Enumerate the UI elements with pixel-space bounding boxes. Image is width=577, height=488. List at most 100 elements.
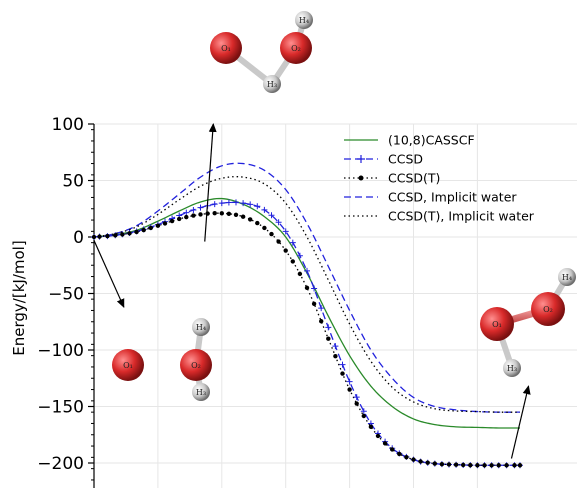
atom-label: O₂	[291, 44, 301, 53]
data-point-marker	[325, 324, 332, 331]
y-tick-label: −50	[48, 285, 84, 305]
data-point-marker	[397, 451, 402, 457]
data-point-marker	[218, 200, 225, 207]
data-point-marker	[183, 209, 190, 216]
data-point-marker	[353, 394, 360, 401]
data-point-marker	[346, 378, 353, 385]
data-point-marker	[411, 457, 416, 462]
data-point-marker	[304, 285, 310, 291]
legend-marker	[357, 155, 365, 163]
data-point-marker	[240, 200, 247, 207]
hydrogen-atom	[263, 75, 281, 93]
atom-label: H₄	[196, 323, 206, 332]
y-tick-label: −150	[37, 398, 84, 418]
data-point-marker	[340, 371, 345, 376]
y-tick-label: −100	[37, 341, 84, 361]
hydrogen-atom	[558, 268, 576, 286]
atom-label: H₃	[196, 388, 206, 397]
atom-label: O₁	[123, 361, 133, 370]
data-point-marker	[205, 211, 210, 216]
product-structure: O₁ O₂ H₄ H₃	[480, 268, 576, 377]
data-point-marker	[113, 233, 118, 238]
data-point-marker	[390, 447, 395, 452]
atom-label: H₃	[507, 364, 517, 373]
data-point-marker	[496, 463, 501, 468]
legend: (10,8)CASSCF CCSD CCSD(T) CCSD, Implicit wa…	[344, 133, 535, 224]
reactant-structure: O₁ O₂ H₄ H₃	[112, 318, 212, 401]
data-point-marker	[290, 259, 295, 264]
data-point-marker	[248, 217, 253, 222]
annotation-arrow	[204, 123, 217, 242]
data-point-marker	[226, 211, 232, 216]
y-tick-label: 100	[52, 115, 84, 135]
data-point-marker	[211, 201, 218, 208]
oxygen-atom	[531, 292, 565, 326]
data-point-marker	[432, 461, 437, 466]
data-point-marker	[190, 206, 197, 213]
grid	[93, 123, 577, 488]
series-line	[93, 176, 520, 413]
legend-label: CCSD	[388, 152, 423, 167]
data-point-marker	[155, 223, 161, 228]
data-point-marker	[262, 225, 267, 231]
data-point-marker	[361, 413, 366, 419]
y-tick-label: 0	[73, 228, 84, 248]
data-point-marker	[134, 229, 139, 235]
data-point-marker	[461, 462, 466, 468]
data-point-marker	[141, 227, 146, 233]
legend-marker	[358, 175, 364, 181]
oxygen-atom	[480, 307, 514, 341]
hydrogen-atom	[192, 318, 210, 336]
data-point-marker	[233, 199, 239, 206]
data-point-marker	[255, 220, 260, 226]
data-point-marker	[282, 228, 289, 235]
series-markers	[91, 199, 523, 469]
data-point-marker	[283, 248, 288, 253]
data-point-marker	[261, 206, 268, 213]
hydrogen-atom	[295, 11, 313, 29]
data-point-marker	[453, 462, 459, 467]
y-axis-title: Energy/[kJ/mol]	[10, 240, 28, 355]
y-tick-label: 50	[62, 172, 84, 192]
data-point-marker	[105, 233, 110, 239]
data-point-marker	[240, 214, 246, 219]
data-point-marker	[191, 213, 196, 218]
y-tick-label: −200	[37, 454, 84, 474]
data-point-marker	[169, 218, 175, 224]
data-point-marker	[332, 343, 339, 350]
data-point-marker	[268, 212, 275, 219]
data-point-marker	[311, 285, 318, 292]
data-point-marker	[326, 336, 331, 341]
data-point-marker	[254, 203, 261, 210]
data-point-marker	[517, 463, 523, 468]
data-point-marker	[446, 462, 452, 467]
data-point-marker	[360, 408, 367, 415]
data-point-marker	[319, 319, 324, 324]
data-point-marker	[197, 204, 204, 211]
oxygen-atom	[280, 32, 312, 64]
data-point-marker	[475, 463, 480, 468]
data-point-marker	[468, 462, 473, 468]
data-point-marker	[425, 460, 430, 465]
axes: 100 50 0 −50 −100 −150 −200	[37, 115, 95, 488]
data-point-marker	[289, 239, 296, 246]
transition-state-structure: O₁ O₂ H₄ H₃	[210, 11, 313, 93]
data-point-marker	[91, 234, 97, 240]
data-point-marker	[368, 424, 374, 430]
data-point-marker	[382, 441, 388, 446]
data-point-marker	[318, 305, 325, 312]
annotation-arrow	[510, 385, 531, 459]
data-point-marker	[418, 459, 423, 464]
data-point-marker	[247, 201, 254, 208]
data-point-marker	[304, 267, 310, 274]
data-point-marker	[127, 231, 132, 236]
data-point-marker	[297, 271, 303, 277]
legend-label: CCSD, Implicit water	[388, 190, 517, 205]
oxygen-atom	[180, 349, 212, 381]
data-point-marker	[333, 353, 338, 359]
data-point-marker	[276, 239, 281, 244]
atom-label: O₂	[191, 361, 201, 370]
legend-label: CCSD(T)	[388, 171, 440, 186]
data-point-marker	[225, 199, 232, 206]
atom-label: O₁	[492, 320, 502, 329]
